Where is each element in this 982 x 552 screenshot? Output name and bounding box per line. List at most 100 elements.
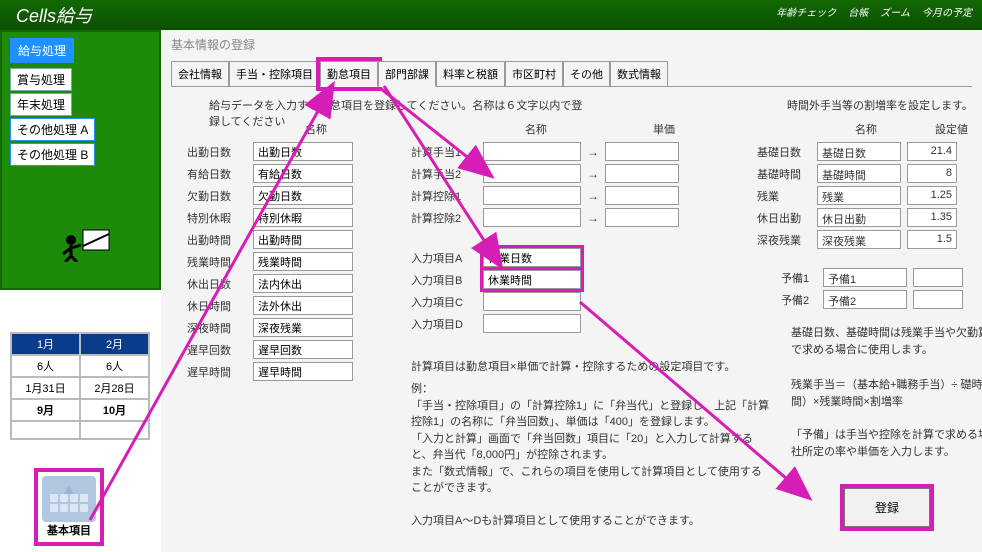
input-item-value[interactable] [483, 248, 581, 267]
explain-side1: 基礎日数、基礎時間は残業手当や欠勤算で求める場合に使用します。 [791, 325, 982, 358]
att-value-input[interactable] [253, 318, 353, 337]
app-titlebar: Cells給与 年齢チェック 台帳 ズーム 今月の予定 [0, 0, 982, 30]
att-value-input[interactable] [253, 164, 353, 183]
rate-name: 基礎時間 [817, 164, 901, 183]
att-value-input[interactable] [253, 230, 353, 249]
sidebar-item-other-a[interactable]: その他処理 A [10, 118, 95, 141]
yobi-label: 予備2 [781, 292, 817, 308]
top-menu: 年齢チェック 台帳 ズーム 今月の予定 [776, 4, 972, 19]
arrow-icon: → [587, 167, 599, 181]
att-value-input[interactable] [253, 208, 353, 227]
tab-dept[interactable]: 部門部課 [378, 61, 436, 87]
tab-city[interactable]: 市区町村 [505, 61, 563, 86]
cal-cell: 9月 [11, 399, 80, 421]
cal-cell: 1月31日 [11, 377, 80, 399]
rate-label: 基礎日数 [757, 144, 811, 160]
sidebar-item-yearend[interactable]: 年末処理 [10, 93, 72, 116]
rate-value-header: 設定値 [935, 121, 968, 137]
calc-unit-input[interactable] [605, 142, 679, 161]
calc-label: 計算手当2 [411, 166, 477, 182]
arrow-icon: → [587, 211, 599, 225]
att-value-input[interactable] [253, 142, 353, 161]
att-label: 深夜時間 [187, 320, 247, 336]
rate-name: 残業 [817, 186, 901, 205]
sidebar: 給与処理 賞与処理 年末処理 その他処理 A その他処理 B 1月2月 6人6人… [0, 30, 161, 552]
calc-name-input[interactable] [483, 186, 581, 205]
main-panel: 基本情報の登録 会社情報 手当・控除項目 勤怠項目 部門部課 料率と税額 市区町… [161, 30, 982, 552]
basic-items-button[interactable]: 基本項目 [34, 468, 104, 546]
cal-cell [80, 421, 149, 439]
att-value-input[interactable] [253, 296, 353, 315]
cal-cell: 6人 [80, 355, 149, 377]
yobi-value-input[interactable] [913, 290, 963, 309]
att-value-input[interactable] [253, 252, 353, 271]
calc-name-input[interactable] [483, 164, 581, 183]
yobi-name: 予備1 [823, 268, 907, 287]
cal-month[interactable]: 2月 [80, 333, 149, 355]
top-menu-item[interactable]: 今月の予定 [922, 4, 972, 19]
tab-formula[interactable]: 数式情報 [610, 61, 668, 86]
rate-value: 1.35 [907, 208, 957, 227]
chart-icon [61, 212, 121, 262]
tab-company[interactable]: 会社情報 [171, 61, 229, 86]
input-item-label: 入力項目C [411, 294, 477, 310]
tab-other[interactable]: その他 [563, 61, 610, 86]
calc-name-input[interactable] [483, 142, 581, 161]
input-item-value[interactable] [483, 270, 581, 289]
sidebar-header[interactable]: 給与処理 [10, 38, 74, 63]
input-item-label: 入力項目D [411, 316, 477, 332]
top-menu-item[interactable]: 年齢チェック [776, 4, 836, 19]
calc-unit-input[interactable] [605, 186, 679, 205]
calc-label: 計算控除2 [411, 210, 477, 226]
att-label: 遅早時間 [187, 364, 247, 380]
rate-label: 残業 [757, 188, 811, 204]
register-button[interactable]: 登録 [844, 488, 930, 527]
att-value-input[interactable] [253, 362, 353, 381]
calc-unit-input[interactable] [605, 164, 679, 183]
att-value-input[interactable] [253, 274, 353, 293]
att-label: 有給日数 [187, 166, 247, 182]
cal-cell: 2月28日 [80, 377, 149, 399]
cal-cell: 10月 [80, 399, 149, 421]
input-item-value[interactable] [483, 314, 581, 333]
att-label: 出勤時間 [187, 232, 247, 248]
col2-name-header: 名称 [525, 121, 547, 137]
rate-value: 21.4 [907, 142, 957, 161]
input-item-label: 入力項目B [411, 272, 477, 288]
arrow-icon: → [587, 145, 599, 159]
sidebar-item-other-b[interactable]: その他処理 B [10, 143, 95, 166]
rate-label: 深夜残業 [757, 232, 811, 248]
rate-name: 休日出勤 [817, 208, 901, 227]
att-label: 欠勤日数 [187, 188, 247, 204]
yobi-name: 予備2 [823, 290, 907, 309]
sidebar-item-bonus[interactable]: 賞与処理 [10, 68, 72, 91]
tab-attendance[interactable]: 勤怠項目 [320, 61, 378, 87]
top-menu-item[interactable]: ズーム [880, 4, 910, 19]
cal-cell [11, 421, 80, 439]
tab-allowance[interactable]: 手当・控除項目 [229, 61, 320, 86]
mini-calendar: 1月2月 6人6人 1月31日2月28日 9月10月 [10, 332, 150, 440]
rate-value: 1.25 [907, 186, 957, 205]
calc-unit-input[interactable] [605, 208, 679, 227]
tab-rate-tax[interactable]: 料率と税額 [436, 61, 505, 86]
rate-name-header: 名称 [855, 121, 877, 137]
cal-month[interactable]: 1月 [11, 333, 80, 355]
basic-items-label: 基本項目 [47, 522, 91, 538]
rate-name: 基礎日数 [817, 142, 901, 161]
calc-label: 計算控除1 [411, 188, 477, 204]
rate-title: 時間外手当等の割増率を設定します。 [787, 97, 982, 113]
tabs: 会社情報 手当・控除項目 勤怠項目 部門部課 料率と税額 市区町村 その他 数式… [171, 61, 972, 87]
app-title: Cells給与 [16, 2, 92, 28]
input-item-label: 入力項目A [411, 250, 477, 266]
col2-unit-header: 単価 [653, 121, 675, 137]
input-item-value[interactable] [483, 292, 581, 311]
att-value-input[interactable] [253, 186, 353, 205]
cal-cell: 6人 [11, 355, 80, 377]
att-label: 遅早回数 [187, 342, 247, 358]
side-panel: 給与処理 賞与処理 年末処理 その他処理 A その他処理 B [0, 30, 161, 290]
yobi-value-input[interactable] [913, 268, 963, 287]
calc-name-input[interactable] [483, 208, 581, 227]
explain-side2: 残業手当＝（基本給+職務手当）÷ 礎時間）×残業時間×割増率 [791, 377, 982, 410]
top-menu-item[interactable]: 台帳 [848, 4, 868, 19]
att-value-input[interactable] [253, 340, 353, 359]
